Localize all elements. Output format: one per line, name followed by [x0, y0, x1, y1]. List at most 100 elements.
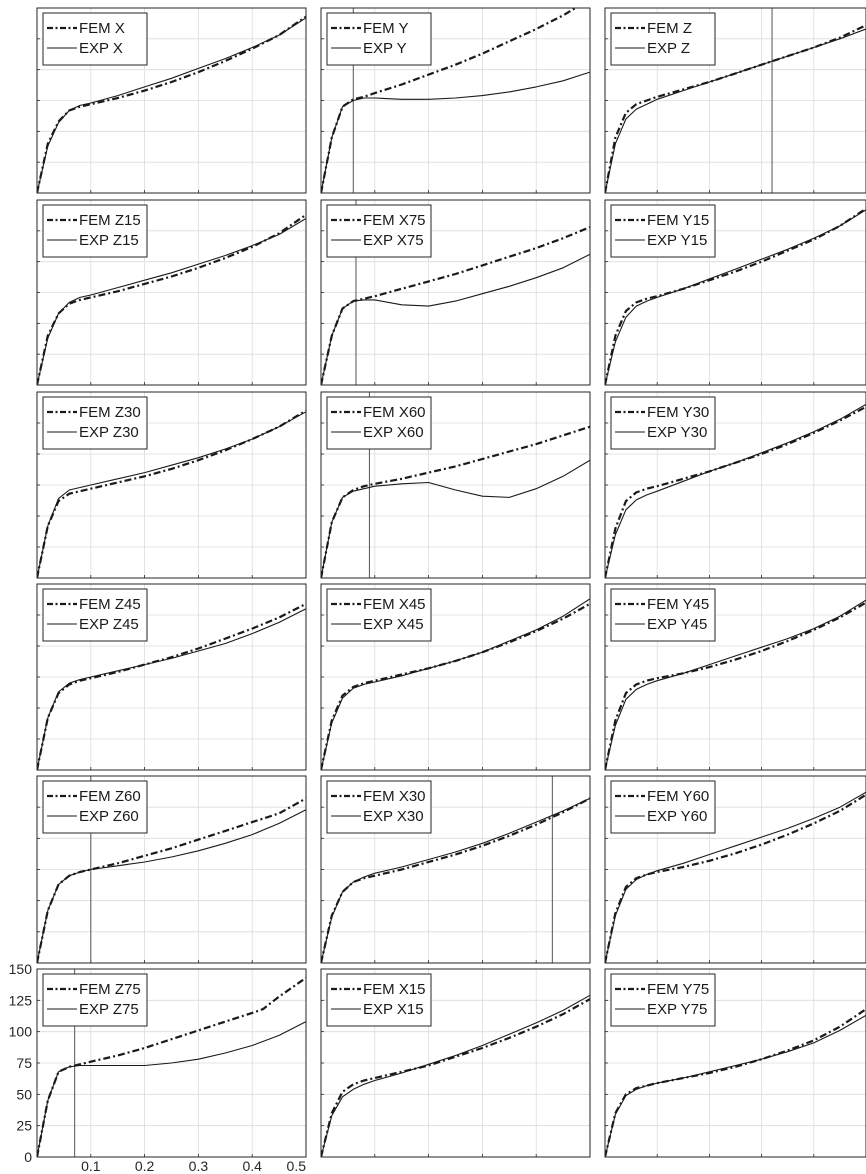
axes-frame — [604, 968, 866, 1158]
panels-layer: FEM X EXP X FEM Y EXP Y FEM Z EXP Z FEM Z15 EXP… — [36, 7, 866, 1158]
series-line-exp — [37, 218, 306, 385]
series-line-exp — [321, 459, 590, 578]
legend-box — [42, 12, 148, 66]
series-line-exp — [321, 598, 590, 770]
series-line-exp — [37, 17, 306, 193]
legend-label: FEM Y45 — [647, 596, 709, 613]
chart-panel-r1c3: FEM Z EXP Z — [604, 7, 866, 194]
legend: FEM Y45 EXP Y45 — [610, 588, 716, 642]
chart-panel-r4c2: FEM X45 EXP X45 — [320, 583, 591, 771]
legend: FEM X EXP X — [42, 12, 148, 66]
series-line-exp — [605, 403, 866, 578]
chart-panel-r5c3: FEM Y60 EXP Y60 — [604, 775, 866, 964]
legend-label: EXP Z30 — [79, 424, 139, 441]
chart-panel-r5c1: FEM Z60 EXP Z60 — [36, 775, 307, 964]
legend: FEM X75 EXP X75 — [326, 204, 432, 258]
series-line-fem — [37, 15, 306, 193]
axes-frame — [36, 7, 307, 194]
series-line-exp — [37, 1021, 306, 1157]
legend-label: FEM X45 — [363, 596, 426, 613]
axes-frame — [36, 199, 307, 386]
legend-label: FEM Y30 — [647, 404, 709, 421]
legend-label: FEM X75 — [363, 212, 426, 229]
axes-frame — [320, 583, 591, 771]
legend-label: FEM X30 — [363, 788, 426, 805]
series-line-exp — [321, 797, 590, 963]
series-layer — [321, 994, 590, 1157]
series-layer — [321, 226, 590, 385]
legend-label: FEM Y75 — [647, 981, 709, 998]
axes-frame — [604, 199, 866, 386]
axes-frame — [36, 583, 307, 771]
x-tick-label: 0.1 — [81, 1158, 101, 1174]
legend-box — [42, 396, 148, 450]
axes-frame — [604, 7, 866, 194]
series-line-exp — [605, 28, 866, 193]
series-layer — [605, 791, 866, 963]
x-tick-label: 0.2 — [135, 1158, 155, 1174]
series-line-fem — [37, 409, 306, 578]
legend: FEM Y EXP Y — [326, 12, 432, 66]
legend-label: FEM X60 — [363, 404, 426, 421]
legend-box — [326, 973, 432, 1027]
series-line-exp — [321, 71, 590, 193]
legend-label: FEM Z30 — [79, 404, 141, 421]
axes-frame — [320, 199, 591, 386]
series-layer — [37, 15, 306, 193]
legend-box — [326, 780, 432, 834]
series-line-fem — [605, 24, 866, 193]
series-line-fem — [321, 602, 590, 770]
legend-box — [326, 204, 432, 258]
legend: FEM X45 EXP X45 — [326, 588, 432, 642]
legend-label: EXP Y45 — [647, 616, 707, 633]
legend-box — [610, 204, 716, 258]
series-line-exp — [37, 809, 306, 963]
legend-label: EXP Z60 — [79, 808, 139, 825]
series-layer — [321, 797, 590, 963]
chart-panel-r2c2: FEM X75 EXP X75 — [320, 199, 591, 386]
legend-label: EXP Y15 — [647, 232, 707, 249]
series-layer — [37, 797, 306, 963]
series-line-fem — [37, 602, 306, 770]
series-layer — [605, 207, 866, 385]
legend-label: EXP X45 — [363, 616, 424, 633]
series-layer — [605, 24, 866, 193]
series-line-fem — [37, 797, 306, 963]
series-line-exp — [321, 253, 590, 385]
series-line-exp — [605, 599, 866, 770]
legend-box — [42, 973, 148, 1027]
chart-panel-r2c1: FEM Z15 EXP Z15 — [36, 199, 307, 386]
x-tick-label: 0.4 — [242, 1158, 262, 1174]
legend-label: EXP Y30 — [647, 424, 707, 441]
y-tick-label: 25 — [16, 1118, 32, 1134]
x-axis: 0.1 0.2 0.3 0.4 0.5 — [81, 1158, 306, 1174]
legend-label: EXP X60 — [363, 424, 424, 441]
x-tick-label: 0.3 — [189, 1158, 209, 1174]
chart-panel-r6c3: FEM Y75 EXP Y75 — [604, 968, 866, 1158]
legend: FEM Y75 EXP Y75 — [610, 973, 716, 1027]
chart-panel-r3c2: FEM X60 EXP X60 — [320, 391, 591, 579]
series-layer — [37, 213, 306, 385]
legend-label: EXP Y — [363, 40, 407, 57]
axes-frame — [320, 7, 591, 194]
legend-label: FEM Y15 — [647, 212, 709, 229]
legend-label: FEM X — [79, 20, 125, 37]
legend-box — [610, 780, 716, 834]
series-layer — [605, 1008, 866, 1157]
axes-frame — [604, 775, 866, 964]
legend-box — [610, 12, 716, 66]
series-line-fem — [605, 207, 866, 385]
series-line-exp — [321, 994, 590, 1157]
legend: FEM Z15 EXP Z15 — [42, 204, 148, 258]
series-layer — [321, 425, 590, 578]
chart-panel-r5c2: FEM X30 EXP X30 — [320, 775, 591, 964]
legend-label: FEM X15 — [363, 981, 426, 998]
legend-box — [326, 396, 432, 450]
axes-frame — [320, 968, 591, 1158]
legend-box — [42, 780, 148, 834]
legend-label: FEM Z60 — [79, 788, 141, 805]
legend: FEM Z30 EXP Z30 — [42, 396, 148, 450]
chart-panel-r6c1: FEM Z75 EXP Z75 — [36, 968, 307, 1158]
chart-panel-r6c2: FEM X15 EXP X15 — [320, 968, 591, 1158]
